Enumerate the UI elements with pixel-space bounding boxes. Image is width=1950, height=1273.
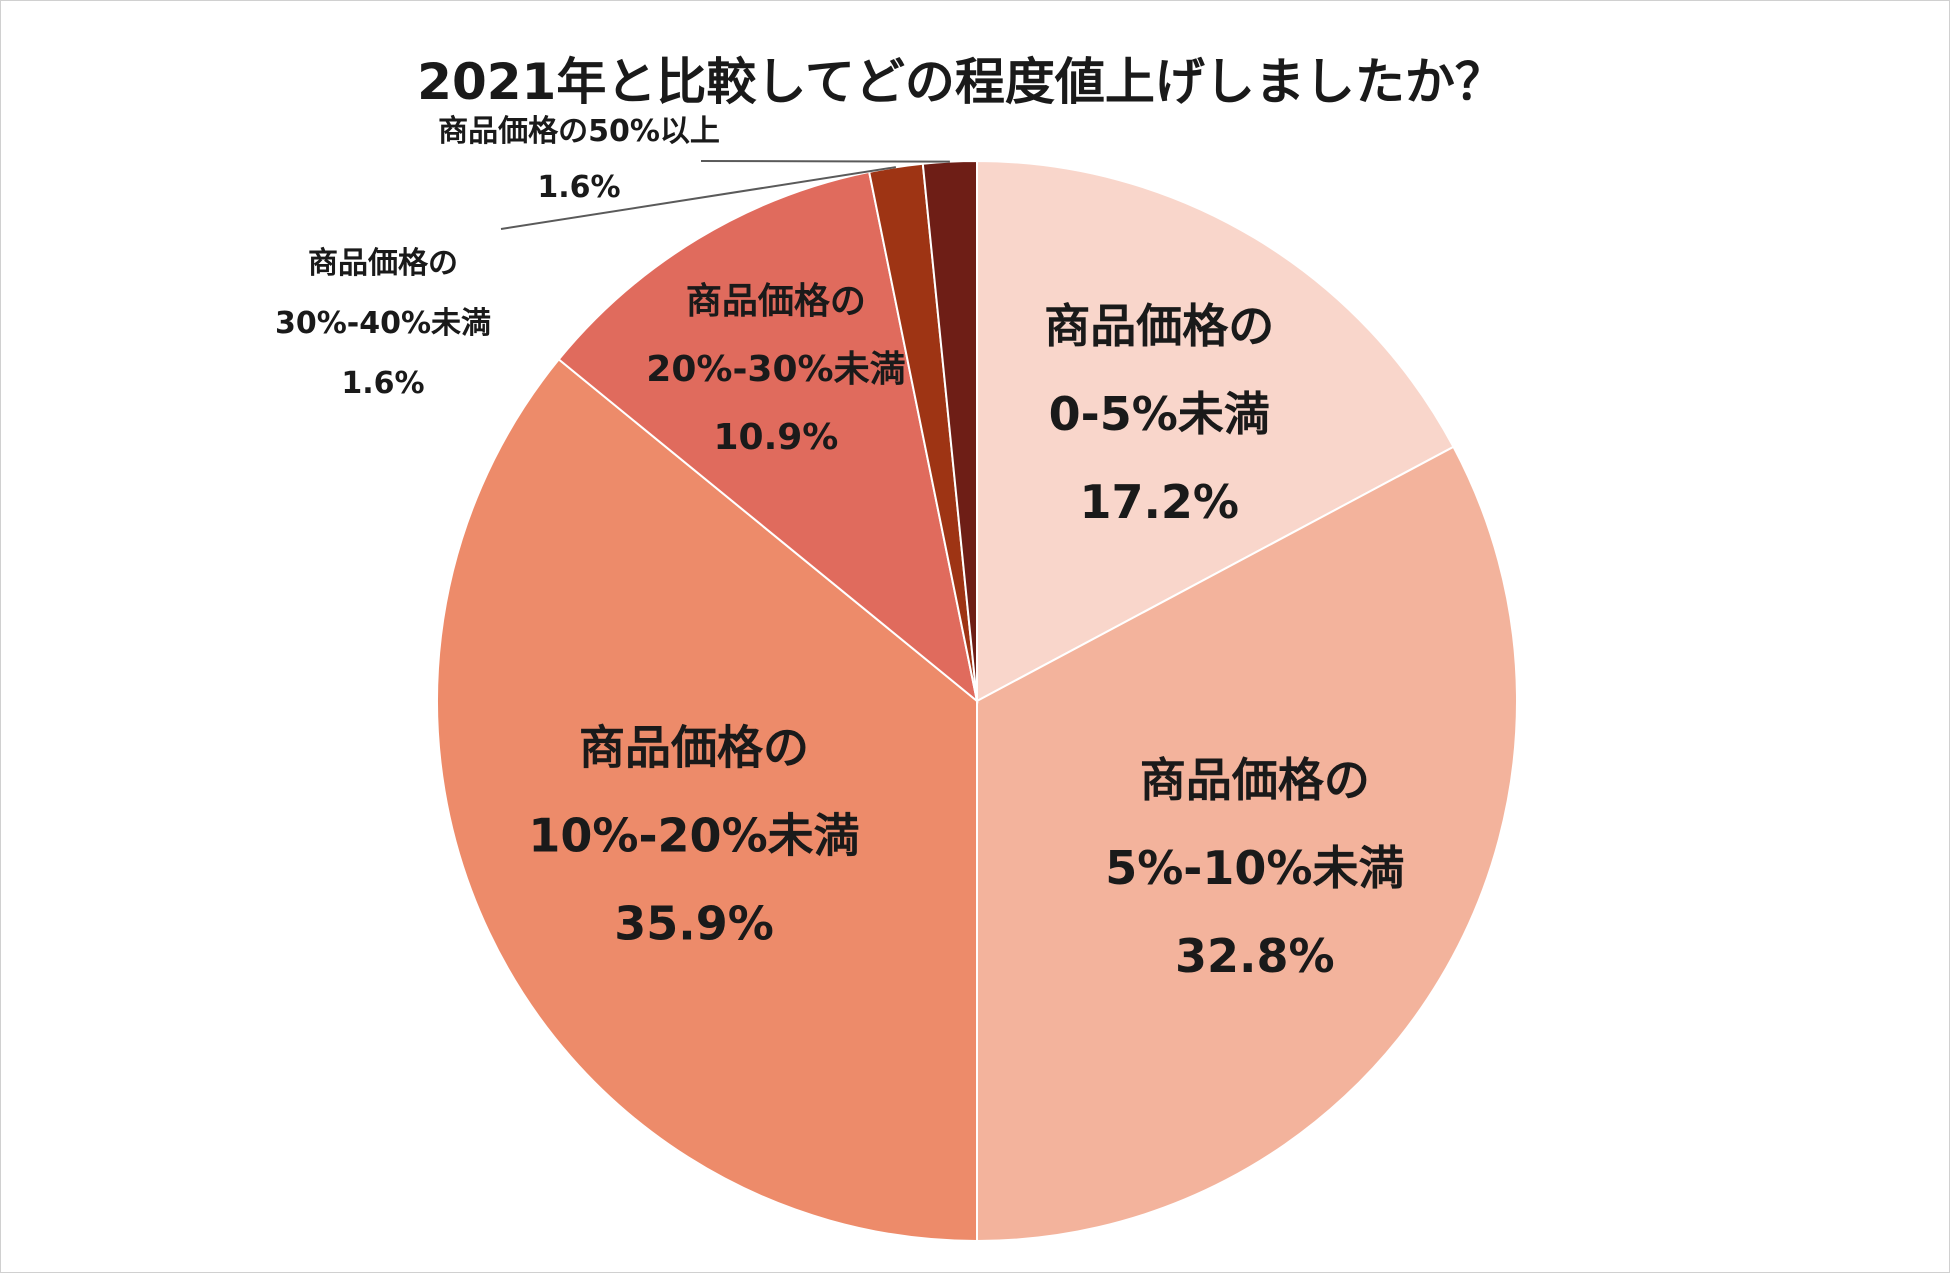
slice-label-2: 商品価格の 5%-10%未満 32.8% bbox=[1105, 753, 1404, 983]
leader-lines bbox=[500, 160, 950, 230]
slice-value-label: 10.9% bbox=[713, 417, 838, 458]
slice-value-label: 1.6% bbox=[341, 366, 424, 401]
slice-category-label: 商品価格の bbox=[308, 246, 458, 281]
slice-labels: 商品価格の 0-5%未満 17.2% 商品価格の 5%-10%未満 32.8% 商品価格の 1… bbox=[275, 114, 1405, 983]
slice-label-3: 商品価格の 10%-20%未満 35.9% bbox=[528, 720, 859, 950]
chart-title: 2021年と比較してどの程度値上げしましたか？ bbox=[417, 53, 1505, 111]
slice-value-label: 32.8% bbox=[1175, 929, 1335, 983]
slice-category-label: 20%-30%未満 bbox=[646, 349, 905, 390]
slice-value-label: 17.2% bbox=[1079, 475, 1239, 529]
slice-category-label: 商品価格の bbox=[686, 281, 866, 322]
slice-category-label: 10%-20%未満 bbox=[528, 808, 859, 862]
slice-category-label: 商品価格の bbox=[579, 720, 809, 774]
slice-category-label: 5%-10%未満 bbox=[1105, 841, 1404, 895]
slice-label-5: 商品価格の 30%-40%未満 1.6% bbox=[275, 246, 491, 401]
pie-slice-6 bbox=[921, 159, 978, 702]
slice-value-label: 35.9% bbox=[614, 896, 774, 950]
slice-value-label: 1.6% bbox=[537, 170, 620, 205]
pie-slices bbox=[436, 159, 1518, 1243]
slice-category-label: 商品価格の bbox=[1140, 753, 1370, 807]
pie-slice-4 bbox=[557, 170, 979, 704]
pie-slice-2 bbox=[976, 445, 1518, 1243]
pie-slice-1 bbox=[976, 159, 1455, 703]
slice-category-label: 30%-40%未満 bbox=[275, 306, 491, 341]
pie-slice-3 bbox=[436, 358, 978, 1243]
slice-label-4: 商品価格の 20%-30%未満 10.9% bbox=[646, 281, 905, 458]
slice-category-label: 0-5%未満 bbox=[1049, 387, 1270, 441]
slice-label-6: 商品価格の50%以上 1.6% bbox=[438, 114, 720, 205]
leader-line-6 bbox=[700, 160, 950, 163]
slice-category-label: 商品価格の50%以上 bbox=[438, 114, 720, 149]
slice-category-label: 商品価格の bbox=[1044, 299, 1274, 353]
slice-label-1: 商品価格の 0-5%未満 17.2% bbox=[1044, 299, 1274, 529]
leader-line-5 bbox=[500, 166, 897, 230]
